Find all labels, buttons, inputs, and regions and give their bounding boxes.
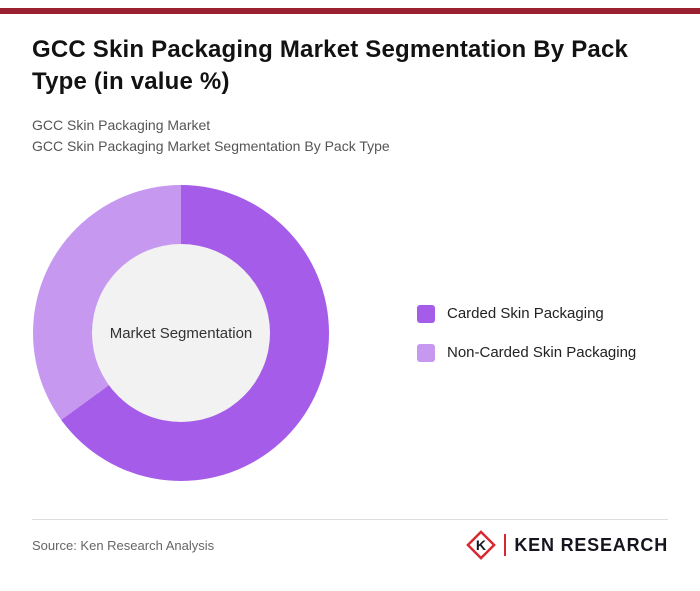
donut-chart[interactable]: Market Segmentation [33, 185, 329, 481]
accent-bar [0, 8, 700, 14]
legend-swatch [417, 343, 435, 362]
chart-area: Market Segmentation Carded Skin Packagin… [33, 185, 680, 481]
footer: Source: Ken Research Analysis K KEN RESE… [32, 528, 668, 562]
logo-separator [504, 534, 507, 556]
chart-subtitle: GCC Skin Packaging Market Segmentation B… [32, 138, 390, 154]
legend-swatch [417, 304, 435, 323]
brand-name: KEN RESEARCH [514, 534, 668, 555]
donut-center: Market Segmentation [92, 244, 270, 422]
legend-label: Carded Skin Packaging [447, 305, 604, 322]
footer-divider [32, 519, 668, 520]
legend-label: Non-Carded Skin Packaging [447, 344, 637, 361]
ken-research-logo: K KEN RESEARCH [466, 530, 668, 560]
chart-title: GCC Skin Packaging Market [32, 117, 211, 133]
legend: Carded Skin Packaging Non-Carded Skin Pa… [417, 304, 637, 362]
logo-k-icon: K [466, 530, 497, 560]
source-text: Source: Ken Research Analysis [32, 537, 215, 553]
svg-text:K: K [476, 537, 487, 553]
chart-title-block: GCC Skin Packaging Market GCC Skin Packa… [32, 115, 390, 157]
legend-item-carded[interactable]: Carded Skin Packaging [417, 304, 636, 323]
page-title: GCC Skin Packaging Market Segmentation B… [32, 36, 629, 95]
donut-center-label: Market Segmentation [109, 324, 253, 342]
legend-item-non-carded[interactable]: Non-Carded Skin Packaging [417, 343, 637, 362]
